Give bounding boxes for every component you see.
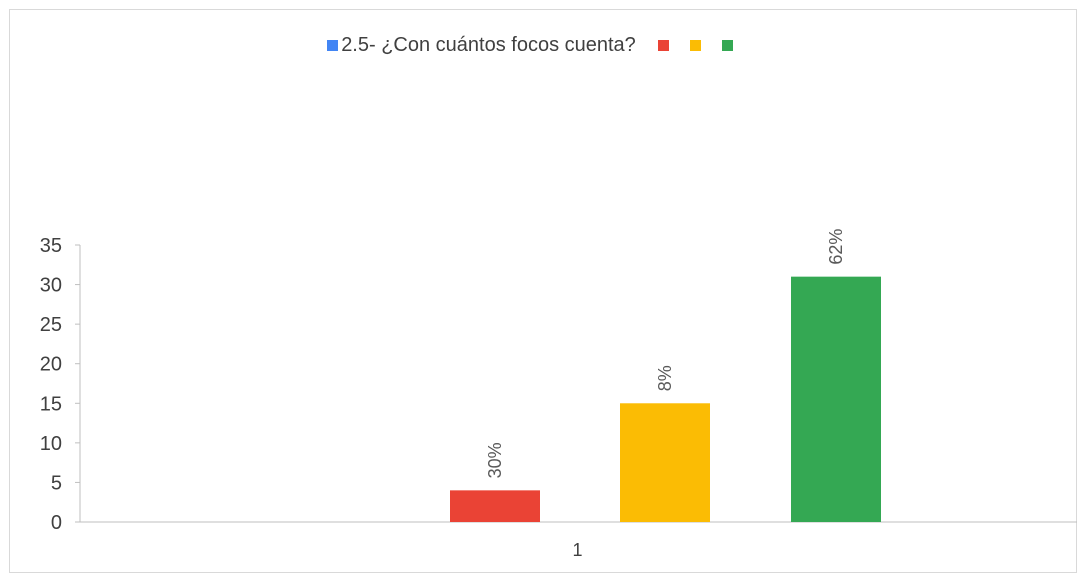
bar (450, 490, 540, 522)
x-tick-label: 1 (572, 540, 582, 560)
y-tick-label: 5 (51, 472, 62, 494)
y-tick-label: 35 (40, 235, 62, 257)
legend-swatch (721, 40, 733, 51)
chart-frame (9, 9, 1077, 573)
x-axis-ticks: 1 (572, 540, 582, 560)
bar (620, 403, 710, 522)
bar-data-label: 8% (655, 365, 675, 391)
legend-item (721, 40, 736, 51)
y-tick-label: 20 (40, 354, 62, 376)
y-tick-label: 10 (40, 433, 62, 455)
y-tick-label: 15 (40, 393, 62, 415)
legend-swatch (657, 40, 669, 51)
y-tick-label: 30 (40, 275, 62, 297)
y-axis-ticks: 0 5 10 15 20 25 30 35 (40, 235, 80, 534)
bars (450, 276, 881, 522)
legend: 2.5- ¿Con cuántos focos cuenta? (0, 34, 1081, 57)
bar (791, 276, 881, 522)
legend-swatch (689, 40, 701, 51)
bar-data-label: 30% (485, 442, 505, 478)
y-tick-label: 0 (51, 512, 62, 534)
legend-swatch (327, 40, 339, 51)
legend-label: 2.5- ¿Con cuántos focos cuenta? (341, 34, 636, 56)
legend-item: 2.5- ¿Con cuántos focos cuenta? (327, 34, 636, 57)
legend-item (657, 40, 672, 51)
y-tick-label: 25 (40, 314, 62, 336)
legend-item (689, 40, 704, 51)
bar-data-label: 62% (826, 229, 846, 265)
data-labels: 30% 8% 62% (485, 229, 846, 479)
